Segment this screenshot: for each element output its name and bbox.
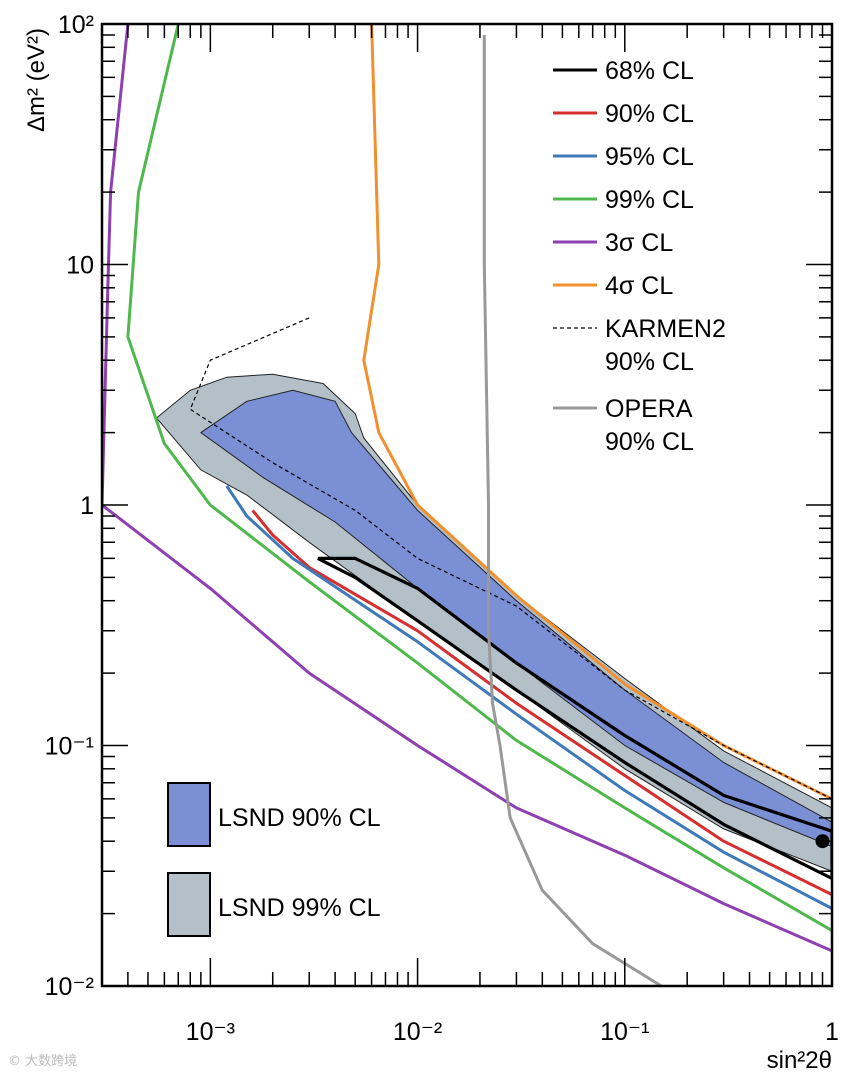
y-tick-label: 10⁻²	[45, 973, 94, 1001]
legend-label-99-cl: 99% CL	[605, 186, 694, 214]
legend-label-opera-90-cl: 90% CL	[605, 428, 694, 456]
legend: 68% CL 90% CL 95% CL 99% CL 3σ CL 4σ CL KARMEN…	[553, 57, 726, 456]
lsnd-regions	[155, 373, 832, 872]
axis-titles: sin²2θ Δm² (eV²)	[23, 28, 832, 1074]
series-3-cl	[102, 24, 832, 953]
lsnd-legend-label-lsnd-99-cl: LSND 99% CL	[218, 894, 381, 922]
legend-label-95-cl: 95% CL	[605, 143, 694, 171]
series-99-cl	[126, 24, 832, 932]
watermark: © 大数跨境	[8, 1054, 78, 1069]
x-tick-label: 10⁻³	[186, 1018, 235, 1046]
region-lsnd-90-cl	[200, 389, 832, 848]
legend-label-opera-90-cl: OPERA	[605, 395, 693, 423]
x-tick-label: 10⁻¹	[600, 1018, 649, 1046]
series-95-cl	[225, 485, 832, 910]
x-tick-label: 10⁻²	[393, 1018, 442, 1046]
y-tick-label: 10²	[58, 11, 94, 39]
y-tick-label: 10⁻¹	[45, 733, 94, 761]
axis-ticks	[101, 23, 833, 987]
legend-label-karmen2-90-cl: KARMEN2	[605, 315, 726, 343]
lsnd-legend: LSND 90% CL LSND 99% CL	[167, 782, 381, 937]
series-90-cl	[251, 509, 832, 896]
x-axis-title: sin²2θ	[767, 1047, 832, 1074]
legend-label-3-cl: 3σ CL	[605, 229, 673, 257]
x-tick-label: 1	[825, 1018, 839, 1046]
lsnd-legend-swatch-lsnd-90-cl	[167, 782, 211, 847]
series-4-cl	[362, 24, 832, 801]
lsnd-legend-label-lsnd-90-cl: LSND 90% CL	[218, 804, 381, 832]
contour-lines	[102, 24, 832, 986]
series-68-cl	[317, 556, 832, 881]
legend-label-90-cl: 90% CL	[605, 100, 694, 128]
legend-label-karmen2-90-cl: 90% CL	[605, 348, 694, 376]
y-tick-label: 10	[66, 252, 94, 280]
axis-tick-labels: 10⁻³ 10⁻² 10⁻¹ 1 10⁻² 10⁻¹ 1 10 10²	[45, 11, 839, 1046]
series-karmen2-90-cl	[189, 317, 832, 800]
y-tick-label: 1	[80, 492, 94, 520]
lsnd-legend-swatch-lsnd-99-cl	[167, 872, 211, 937]
series-opera-90-cl	[482, 35, 663, 986]
legend-label-68-cl: 68% CL	[605, 57, 694, 85]
y-axis-title: Δm² (eV²)	[23, 28, 50, 132]
legend-label-4-cl: 4σ CL	[605, 272, 673, 300]
